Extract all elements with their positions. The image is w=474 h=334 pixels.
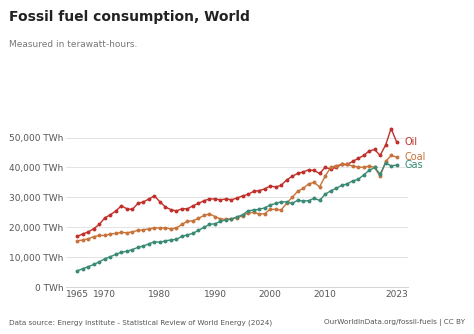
Text: Coal: Coal — [405, 152, 426, 162]
Text: OurWorldInData.org/fossil-fuels | CC BY: OurWorldInData.org/fossil-fuels | CC BY — [324, 319, 465, 326]
Text: Oil: Oil — [405, 137, 418, 147]
Text: Measured in terawatt-hours.: Measured in terawatt-hours. — [9, 40, 138, 49]
Text: Data source: Energy Institute - Statistical Review of World Energy (2024): Data source: Energy Institute - Statisti… — [9, 319, 273, 326]
Text: Fossil fuel consumption, World: Fossil fuel consumption, World — [9, 10, 250, 24]
Text: Gas: Gas — [405, 160, 423, 170]
Text: Our World
in Data: Our World in Data — [395, 23, 444, 44]
